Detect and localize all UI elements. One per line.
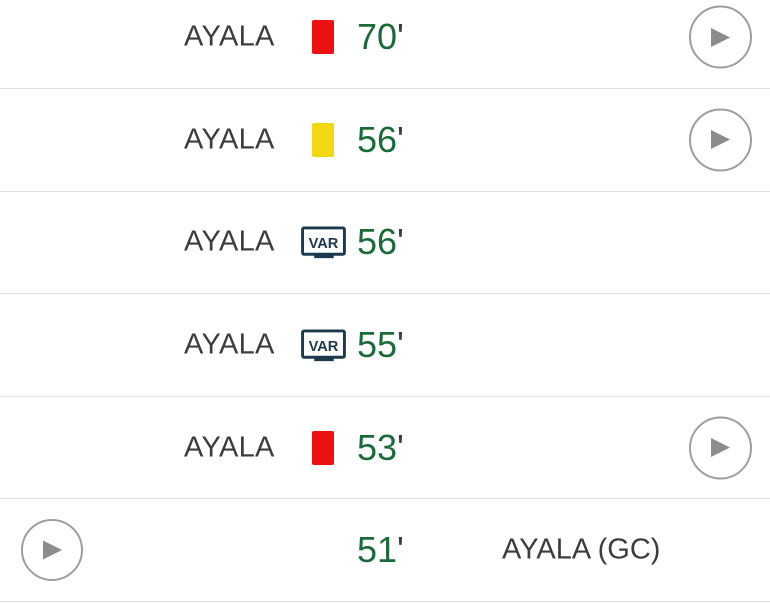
svg-text:VAR: VAR xyxy=(309,339,339,355)
svg-text:VAR: VAR xyxy=(309,236,339,252)
